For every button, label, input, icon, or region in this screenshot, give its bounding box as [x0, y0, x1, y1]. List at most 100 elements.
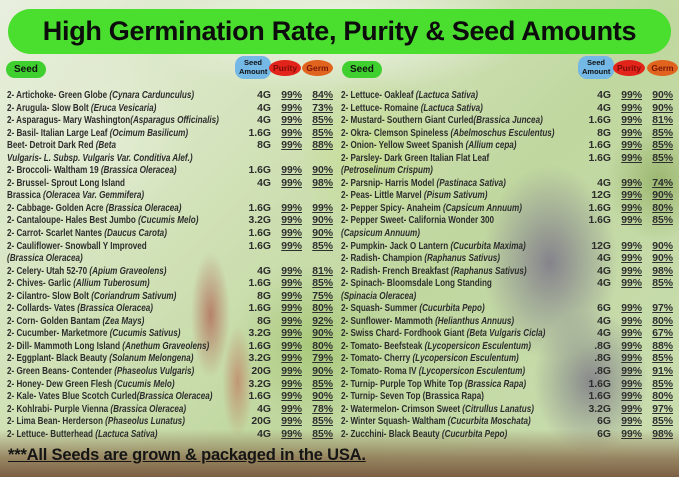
seed-amount-value: 4G	[597, 253, 611, 265]
seed-amount-value: 1.6G	[248, 165, 271, 177]
germ-value: 79%	[312, 353, 333, 365]
table-row: 2- Tomato- Cherry (Lycopersicon Esculent…	[341, 353, 673, 366]
seed-name: 2- Onion- Yellow Sweet Spanish (Allium c…	[341, 140, 517, 152]
table-row: 2- Tomato- Beefsteak (Lycopersicon Escul…	[341, 341, 673, 354]
purity-value: 99%	[281, 115, 302, 127]
seed-amount-value: 4G	[597, 328, 611, 340]
seed-name: 2- Turnip- Seven Top (Brassica Rapa)	[341, 391, 484, 403]
seed-name: 2- Basil- Italian Large Leaf (Ocimum Bas…	[7, 127, 189, 139]
seed-name: 2- Asparagus- Mary Washington(Asparagus …	[7, 115, 219, 127]
seed-name: 2- Tomato- Beefsteak (Lycopersicon Escul…	[341, 340, 531, 352]
seed-amount-value: 4G	[257, 428, 271, 440]
seed-name: 2- Cauliflower- Snowball Y Improved	[7, 240, 147, 252]
seed-name: (Spinacia Oleracea)	[341, 290, 417, 302]
table-row: 2- Winter Squash- Waltham (Cucurbita Mos…	[341, 416, 673, 429]
seed-name: 2- Tomato- Roma IV (Lycopersicon Esculen…	[341, 366, 526, 378]
germ-value: 97%	[652, 403, 673, 415]
table-row: 2- Cucumber- Marketmore (Cucumis Sativus…	[7, 328, 333, 341]
germ-value: 91%	[652, 366, 673, 378]
purity-value: 99%	[621, 265, 642, 277]
seed-name: 2- Kohlrabi- Purple Vienna (Brassica Ole…	[7, 403, 187, 415]
purity-value: 99%	[281, 391, 302, 403]
germ-value: 85%	[312, 378, 333, 390]
seed-name: 2- Watermelon- Crimson Sweet (Citrullus …	[341, 403, 534, 415]
germ-value: 88%	[312, 140, 333, 152]
seed-amount-value: 8G	[597, 127, 611, 139]
table-row: Beet- Detroit Dark Red (Beta 8G 99% 88%	[7, 140, 333, 153]
germ-value: 90%	[312, 228, 333, 240]
purity-value: 99%	[281, 265, 302, 277]
seed-name: 2- Tomato- Cherry (Lycopersicon Esculent…	[341, 353, 519, 365]
seed-amount-value: 4G	[597, 265, 611, 277]
purity-value: 99%	[281, 416, 302, 428]
seed-name: 2- Broccoli- Waltham 19 (Brassica Olerac…	[7, 165, 177, 177]
table-row-continuation: Brassica (Oleracea Var. Gemmifera)	[7, 190, 333, 203]
seed-name: 2- Corn- Golden Bantam (Zea Mays)	[7, 315, 145, 327]
seed-amount-value: 4G	[257, 90, 271, 101]
purity-value: 99%	[281, 140, 302, 152]
purity-value: 99%	[621, 391, 642, 403]
table-row: 2- Collards- Vates (Brassica Oleracea) 1.…	[7, 303, 333, 316]
seed-amount-value: .8G	[594, 353, 611, 365]
seed-amount-value: 3.2G	[588, 403, 611, 415]
germ-value: 81%	[312, 265, 333, 277]
table-row: 2- Lettuce- Oakleaf (Lactuca Sativa) 4G 99…	[341, 90, 673, 103]
seed-name: 2- Artichoke- Green Globe (Cynara Cardun…	[7, 90, 195, 101]
germ-column-badge: Germ	[302, 60, 333, 76]
germ-value: 88%	[652, 340, 673, 352]
germ-value: 81%	[652, 115, 673, 127]
seed-name: 2- Green Beans- Contender (Phaseolus Vul…	[7, 366, 195, 378]
seed-name: 2- Cilantro- Slow Bolt (Coriandrum Sativ…	[7, 290, 177, 302]
seed-table-left: 2- Artichoke- Green Globe (Cynara Cardun…	[7, 90, 333, 441]
purity-value: 99%	[621, 177, 642, 189]
seed-table-right: 2- Lettuce- Oakleaf (Lactuca Sativa) 4G 99…	[341, 90, 673, 441]
seed-name: 2- Pepper Spicy- Anaheim (Capsicum Annuu…	[341, 202, 522, 214]
seed-name: 2- Spinach- Bloomsdale Long Standing	[341, 278, 492, 290]
germ-value: 78%	[312, 403, 333, 415]
table-row: 2- Okra- Clemson Spineless (Abelmoschus …	[341, 128, 673, 141]
seed-amount-value: 6G	[597, 428, 611, 440]
germ-value: 90%	[312, 215, 333, 227]
table-row: 2- Asparagus- Mary Washington(Asparagus …	[7, 115, 333, 128]
seed-column-badge: Seed	[342, 61, 382, 78]
table-row: 2- Peas- Little Marvel (Pisum Sativum) 12…	[341, 190, 673, 203]
seed-name: (Petroselinum Crispum)	[341, 165, 433, 177]
seed-name: Vulgaris- L. Subsp. Vulgaris Var. Condit…	[7, 152, 193, 164]
purity-value: 99%	[281, 228, 302, 240]
germ-value: 99%	[312, 202, 333, 214]
germ-value: 90%	[652, 240, 673, 252]
seed-amount-value: 1.6G	[248, 202, 271, 214]
seed-amount-value: 4G	[257, 403, 271, 415]
purity-value: 99%	[281, 366, 302, 378]
germ-value: 85%	[312, 278, 333, 290]
table-row-continuation: (Brassica Oleracea)	[7, 253, 333, 266]
seed-amount-value: 12G	[591, 240, 611, 252]
table-row: 2- Celery- Utah 52-70 (Apium Graveolens)…	[7, 266, 333, 279]
seed-name: 2- Winter Squash- Waltham (Cucurbita Mos…	[341, 416, 531, 428]
table-row: 2- Carrot- Scarlet Nantes (Daucus Carota…	[7, 228, 333, 241]
table-row: 2- Corn- Golden Bantam (Zea Mays) 8G 99% 92…	[7, 316, 333, 329]
seed-name: 2- Carrot- Scarlet Nantes (Daucus Carota…	[7, 228, 167, 240]
table-row: 2- Spinach- Bloomsdale Long Standing 4G 99…	[341, 278, 673, 291]
germ-value: 90%	[652, 190, 673, 202]
seed-amount-value: .8G	[594, 366, 611, 378]
table-row: 2- Honey- Dew Green Flesh (Cucumis Melo)…	[7, 379, 333, 392]
germ-value: 90%	[652, 102, 673, 114]
seed-amount-value: 8G	[257, 315, 271, 327]
purity-value: 99%	[621, 403, 642, 415]
germ-value: 97%	[652, 303, 673, 315]
table-row: 2- Eggplant- Black Beauty (Solanum Melon…	[7, 353, 333, 366]
table-row: 2- Chives- Garlic (Allium Tuberosum) 1.6G…	[7, 278, 333, 291]
purity-column-badge: Purity	[269, 60, 301, 76]
purity-value: 99%	[621, 416, 642, 428]
seed-name: 2- Cantaloupe- Hales Best Jumbo (Cucumis…	[7, 215, 199, 227]
germ-value: 85%	[312, 115, 333, 127]
purity-value: 99%	[281, 165, 302, 177]
seed-name: 2- Pumpkin- Jack O Lantern (Cucurbita Ma…	[341, 240, 526, 252]
seed-amount-value: 1.6G	[588, 215, 611, 227]
seed-amount-column-badge: Seed Amount	[578, 56, 614, 80]
seed-amount-value: 1.6G	[248, 127, 271, 139]
table-row: 2- Brussel- Sprout Long Island 4G 99% 98%	[7, 178, 333, 191]
purity-value: 99%	[281, 328, 302, 340]
seed-name: 2- Mustard- Southern Giant Curled(Brassi…	[341, 115, 543, 127]
